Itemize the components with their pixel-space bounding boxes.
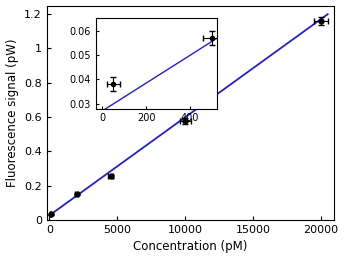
X-axis label: Concentration (pM): Concentration (pM) xyxy=(134,240,248,254)
Y-axis label: Fluorescence signal (pW): Fluorescence signal (pW) xyxy=(6,39,19,187)
